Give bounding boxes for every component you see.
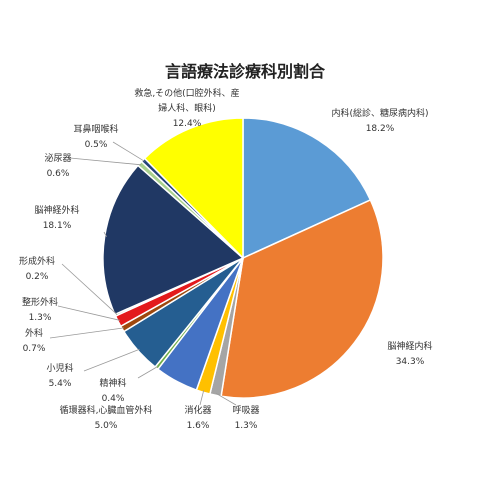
slice-label-10: 脳神経外科	[34, 204, 79, 216]
slice-label-2: 呼吸器	[232, 405, 259, 416]
slice-labels: 内科(総診、糖尿病内科) 18.2% 脳神経内科 34.3% 呼吸器 1.3% 消化器 1.6…	[19, 87, 433, 431]
pie-slice-13	[143, 117, 244, 260]
slice-label-1: 脳神経内科	[387, 340, 432, 352]
slice-percent-2: 1.3%	[235, 421, 258, 431]
slice-percent-1: 34.3%	[396, 357, 425, 367]
slice-label-7: 外科	[25, 327, 43, 339]
slice-percent-4: 5.0%	[95, 421, 118, 431]
slice-percent-8: 1.3%	[29, 313, 52, 323]
slice-label-13: 婦人科、眼科)	[158, 102, 216, 114]
slice-percent-3: 1.6%	[187, 421, 210, 431]
slice-label-5: 精神科	[99, 377, 126, 389]
slice-label-13: 救急,その他(口腔外科、産	[134, 87, 239, 99]
slice-percent-5: 0.4%	[102, 394, 125, 404]
slice-percent-13: 12.4%	[173, 119, 202, 129]
leader-line-6	[83, 348, 140, 372]
leader-line-11	[69, 157, 142, 166]
slice-percent-11: 0.6%	[47, 169, 70, 179]
leader-line-8	[57, 305, 120, 321]
slice-percent-6: 5.4%	[49, 379, 72, 389]
slice-label-4: 循環器科,心臓血管外科	[60, 404, 153, 416]
chart-title: 言語療法診療科別割合	[165, 62, 326, 81]
slice-percent-9: 0.2%	[26, 272, 49, 282]
slice-label-11: 泌尿器	[44, 152, 71, 164]
pie-slice-10	[102, 164, 245, 316]
slice-label-0: 内科(総診、糖尿病内科)	[331, 107, 428, 119]
slice-percent-12: 0.5%	[85, 140, 108, 150]
slice-label-6: 小児科	[46, 362, 73, 374]
pie-slice-1	[220, 198, 384, 399]
leader-line-2	[215, 392, 237, 406]
slice-label-9: 形成外科	[19, 255, 55, 267]
slice-percent-0: 18.2%	[366, 124, 395, 134]
pie-slice-0	[242, 117, 372, 260]
leader-line-12	[112, 141, 145, 162]
leader-lines	[49, 141, 237, 406]
slice-percent-10: 18.1%	[43, 221, 72, 231]
leader-line-3	[199, 390, 205, 406]
leader-line-7	[49, 327, 125, 339]
slice-label-3: 消化器	[184, 404, 211, 416]
slice-label-8: 整形外科	[22, 296, 58, 308]
leader-line-9	[61, 263, 118, 315]
slice-percent-7: 0.7%	[23, 344, 46, 354]
leader-line-10	[103, 231, 107, 237]
pie-slices	[102, 117, 384, 399]
slice-label-12: 耳鼻咽喉科	[73, 123, 118, 135]
leader-line-5	[137, 366, 158, 379]
